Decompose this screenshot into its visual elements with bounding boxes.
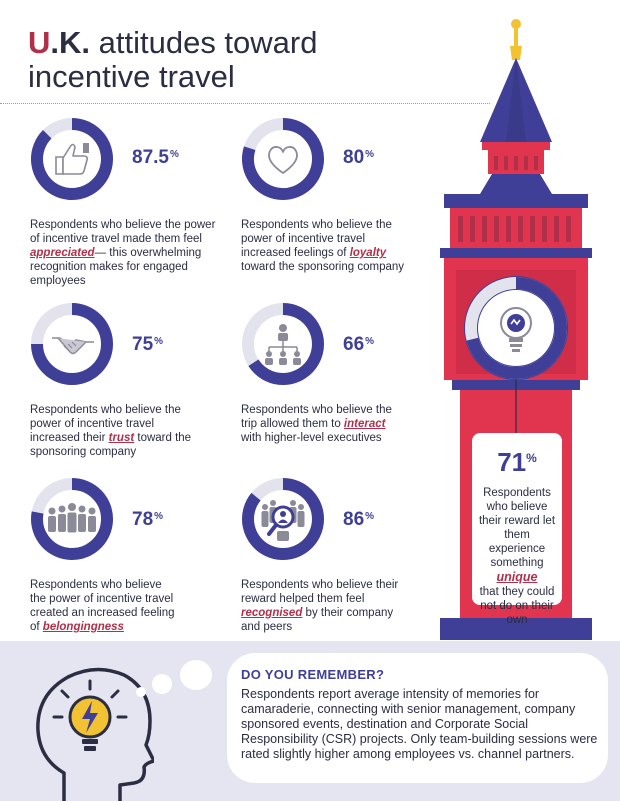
thumbs-up-icon xyxy=(55,143,89,175)
stat-description: Respondents who believe the power of inc… xyxy=(30,219,216,287)
divider xyxy=(0,103,490,104)
thought-bubble xyxy=(227,653,608,783)
remember-text: Respondents report average intensity of … xyxy=(241,687,598,761)
stat-value: 87.5% xyxy=(132,147,179,168)
progress-ring xyxy=(31,478,113,560)
tower-ring-fill xyxy=(466,277,567,379)
stat-value: 86% xyxy=(343,509,375,530)
stat-value: 80% xyxy=(343,147,375,168)
stat-keyword: appreciated xyxy=(30,247,95,259)
progress-ring-fill xyxy=(242,118,324,200)
progress-ring xyxy=(31,303,113,385)
stat-value: 78% xyxy=(132,509,164,530)
progress-ring xyxy=(242,478,324,560)
stat-description: Respondents who believe the power of inc… xyxy=(241,219,405,273)
title-line1: attitudes toward xyxy=(90,25,318,60)
progress-ring xyxy=(242,118,324,200)
progress-ring-fill xyxy=(31,303,113,385)
title-uk: U.K. xyxy=(28,25,91,60)
progress-ring-fill xyxy=(242,478,324,560)
stat-description: Respondents who believe the power of inc… xyxy=(30,579,175,633)
thought-dot-medium xyxy=(152,674,172,694)
progress-ring-fill xyxy=(31,118,113,200)
thought-dot-small xyxy=(136,687,146,697)
progress-ring-fill xyxy=(248,303,324,385)
stat-keyword: unique xyxy=(496,570,538,584)
group-icon xyxy=(48,503,96,533)
remember-title: DO YOU REMEMBER? xyxy=(241,667,385,682)
lightbulb-icon xyxy=(500,307,532,352)
title-line2: incentive travel xyxy=(28,59,235,94)
magnifier-person-icon xyxy=(261,500,305,541)
tower-stat-value: 71% xyxy=(497,447,537,477)
stat-value: 66% xyxy=(343,334,375,355)
progress-ring xyxy=(31,118,113,200)
stat-description: Respondents who believe the trip allowed… xyxy=(241,404,392,444)
tower-stat-description: Respondents who believe their reward let… xyxy=(478,487,556,626)
stat-keyword: loyalty xyxy=(349,247,387,259)
stat-keyword: interact xyxy=(343,418,386,430)
stat-keyword: belongingness xyxy=(42,621,124,633)
stat-description: Respondents who believe their reward hel… xyxy=(241,579,399,633)
stat-keyword: recognised xyxy=(241,607,303,619)
progress-ring xyxy=(242,303,324,385)
stat-description: Respondents who believe the power of inc… xyxy=(30,404,192,458)
heart-icon xyxy=(268,146,298,174)
tower-stat-box: 71% Respondents who believe their reward… xyxy=(472,433,562,626)
stat-keyword: trust xyxy=(108,432,135,444)
stat-value: 75% xyxy=(132,334,164,355)
org-chart-icon xyxy=(265,324,301,365)
page-title: U.K. attitudes toward incentive travel xyxy=(28,26,408,94)
handshake-icon xyxy=(52,337,94,355)
thought-dot-large xyxy=(180,660,212,690)
progress-ring-fill xyxy=(31,478,113,560)
head-lightbulb-icon xyxy=(36,667,154,801)
